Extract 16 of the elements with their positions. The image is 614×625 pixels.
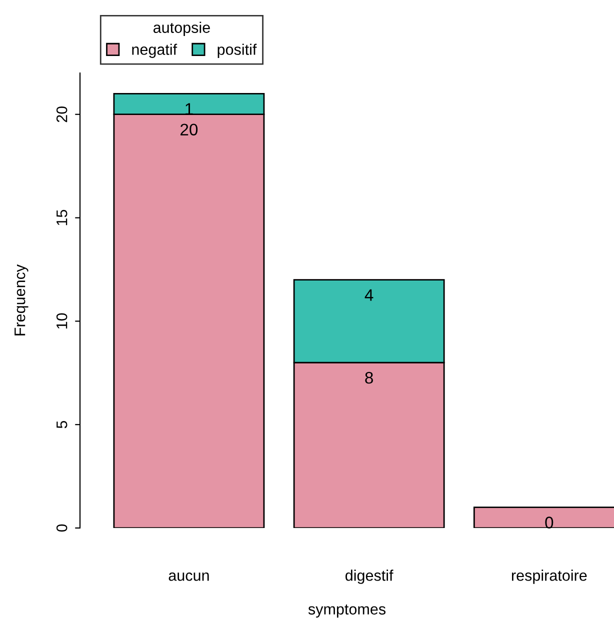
y-axis-title: Frequency [14, 264, 28, 336]
legend-title: autopsie [153, 22, 210, 36]
x-tick-label: digestif [346, 570, 394, 584]
y-tick-label: 20 [56, 106, 68, 122]
legend-label: positif [218, 44, 257, 58]
data-label: 8 [365, 372, 373, 384]
y-tick-label: 10 [56, 313, 68, 329]
data-label: 20 [180, 124, 198, 136]
x-tick-label: respiratoire [512, 570, 587, 584]
data-label: 4 [364, 289, 374, 301]
y-tick-label: 15 [56, 210, 68, 226]
legend-label: negatif [132, 44, 178, 58]
y-tick-label: 0 [56, 524, 68, 532]
x-tick-label: aucun [168, 572, 209, 581]
y-tick-label: 5 [56, 420, 68, 428]
x-axis-title: symptomes [308, 604, 386, 618]
